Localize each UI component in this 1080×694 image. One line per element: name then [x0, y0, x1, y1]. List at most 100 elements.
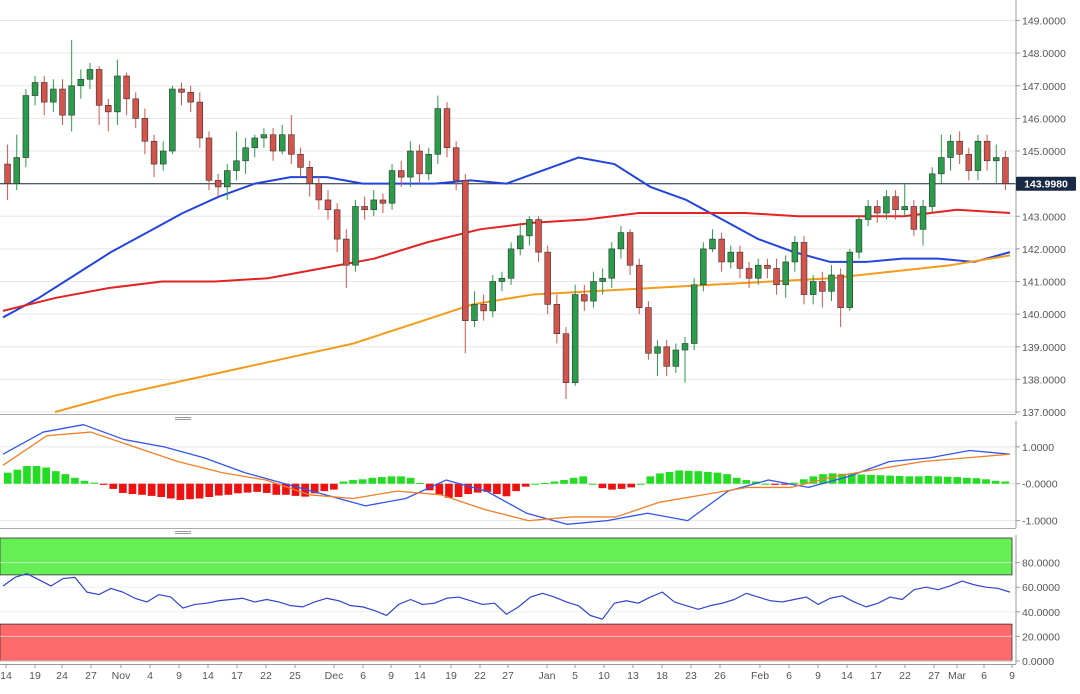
macd-histogram-bar: [377, 477, 386, 484]
candle-body: [416, 150, 423, 175]
x-tick-label: 5: [572, 670, 578, 682]
macd-histogram-bar: [3, 472, 12, 484]
current-price-tag-background: [1016, 176, 1076, 191]
candle-body: [31, 82, 39, 96]
candle-body: [288, 134, 295, 155]
price-panel[interactable]: 137.0000 138.0000 139.0000 140.0000 141.0000…: [0, 0, 1076, 419]
macd-histogram-bar: [579, 476, 588, 484]
candle-body: [352, 206, 359, 266]
price-tick-label: 137.0000: [1022, 407, 1066, 419]
macd-histogram-bar: [656, 473, 664, 484]
x-tick-label: 22: [260, 670, 272, 682]
candle-body: [773, 268, 780, 286]
macd-histogram-bar: [90, 482, 98, 484]
candle-body: [388, 170, 396, 204]
macd-histogram-bar: [272, 483, 281, 495]
candle-body: [205, 137, 213, 181]
macd-histogram-bar: [972, 478, 981, 484]
macd-histogram-bar: [828, 473, 837, 484]
macd-histogram-bar: [886, 475, 894, 484]
candle-body: [947, 140, 954, 158]
macd-histogram-bar: [799, 479, 808, 484]
macd-histogram-bar: [195, 483, 204, 499]
x-tick-label: 17: [870, 670, 882, 682]
macd-histogram-bar: [771, 483, 779, 485]
candle-body: [315, 183, 323, 201]
panel-resize-handle-1[interactable]: [175, 417, 191, 420]
price-tick-label: 142.0000: [1022, 244, 1066, 256]
macd-histogram-bar: [387, 476, 396, 484]
macd-histogram-bar: [646, 476, 655, 484]
macd-histogram-bar: [636, 483, 645, 485]
candle-body: [864, 206, 872, 220]
macd-histogram-bar: [924, 475, 933, 484]
x-tick-label: 27: [928, 670, 940, 682]
candle-body: [727, 251, 735, 263]
macd-histogram-bar: [301, 483, 309, 497]
macd-histogram-bar: [752, 481, 760, 484]
candle-body: [1002, 157, 1009, 184]
rsi-tick-label: 40.0000: [1022, 607, 1060, 619]
candle-body: [141, 118, 149, 142]
candle-body: [278, 134, 286, 152]
candle-body: [855, 219, 863, 253]
candle-body: [397, 170, 405, 178]
macd-histogram-bar: [320, 483, 329, 492]
macd-histogram-bar: [224, 483, 233, 495]
candle-body: [608, 248, 616, 279]
candle-body: [370, 199, 377, 211]
macd-histogram-bar: [253, 483, 261, 492]
price-tick-label: 139.0000: [1022, 342, 1066, 354]
x-tick-label: 13: [627, 670, 639, 682]
candle-body: [562, 333, 570, 383]
candle-body: [196, 101, 204, 139]
macd_line: [2, 424, 1011, 525]
macd-histogram-bar: [80, 480, 89, 484]
candle-body: [260, 134, 268, 139]
x-tick-label: 6: [786, 670, 792, 682]
candle-body: [324, 199, 332, 211]
candle-body: [544, 251, 551, 305]
candle-body: [837, 274, 844, 308]
x-tick-label: 14: [414, 670, 426, 682]
macd-histogram-bar: [128, 483, 137, 495]
candle-body: [159, 150, 167, 165]
macd-histogram-bar: [119, 483, 127, 493]
rsi-tick-label: 80.0000: [1022, 558, 1060, 570]
candle-body: [306, 167, 313, 184]
rsi-zones: [0, 537, 1013, 662]
candle-body: [681, 343, 689, 351]
candle-body: [645, 307, 652, 354]
candle-body: [462, 180, 469, 321]
macd-histogram-bar: [99, 483, 108, 485]
panel-resize-handle-2[interactable]: [175, 531, 191, 534]
candle-body: [169, 88, 176, 152]
x-tick-label: 14: [841, 670, 853, 682]
candle-body: [443, 108, 451, 149]
macd-histogram-bar: [406, 477, 415, 484]
candle-body: [745, 268, 753, 279]
macd-histogram-bar: [588, 483, 597, 485]
rsi-panel[interactable]: 0.0000 20.0000 40.0000 60.0000 80.0000: [0, 535, 1060, 668]
macd-histogram-bar: [665, 471, 674, 484]
macd-tick-label: -1.0000: [1022, 516, 1058, 528]
candle-body: [846, 251, 854, 308]
macd-histogram-bar: [934, 476, 942, 484]
macd-histogram-bar: [32, 466, 41, 484]
candle-body: [938, 157, 945, 175]
candle-body: [809, 281, 817, 295]
rsi-tick-label: 60.0000: [1022, 582, 1060, 594]
macd-histogram-bar: [310, 483, 319, 494]
macd-histogram-bar: [1001, 481, 1010, 484]
price-tick-label: 138.0000: [1022, 374, 1066, 386]
price-tick-label: 148.0000: [1022, 48, 1066, 60]
macd-histogram-bar: [915, 476, 923, 484]
price-tick-label: 141.0000: [1022, 277, 1066, 289]
rsi-oversold-zone: [0, 623, 1013, 662]
candle-body: [791, 242, 799, 263]
x-tick-label: 25: [289, 670, 301, 682]
macd-panel[interactable]: -1.0000 -0.0000 1.0000: [0, 421, 1058, 528]
macd-histogram-bar: [445, 483, 453, 498]
x-tick-label: Feb: [751, 670, 769, 682]
macd-histogram-bar: [464, 483, 472, 495]
